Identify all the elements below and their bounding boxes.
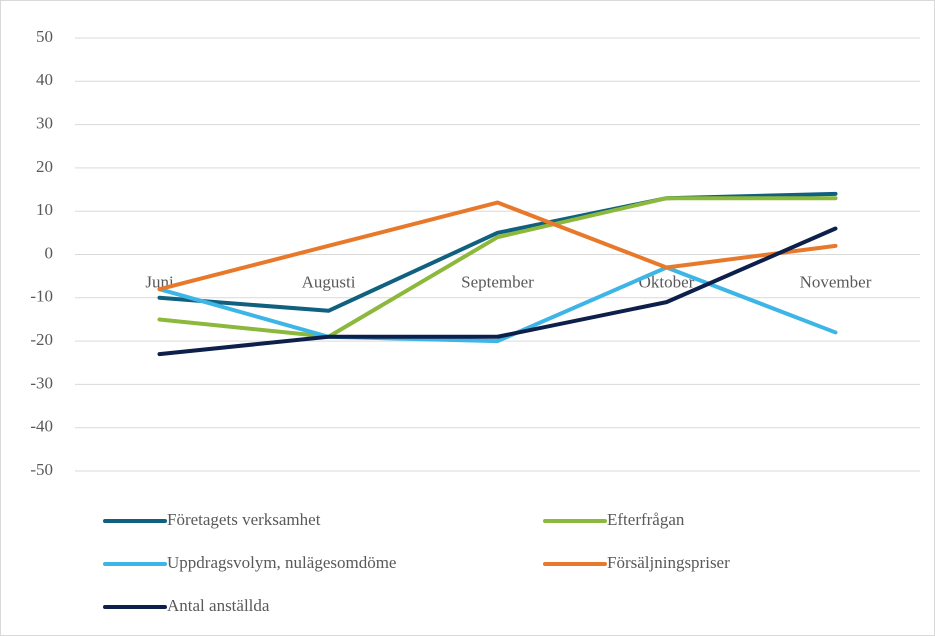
y-tick-label: -50 bbox=[30, 460, 53, 479]
y-tick-label: -40 bbox=[30, 417, 53, 436]
legend-label: Uppdragsvolym, nulägesomdöme bbox=[167, 553, 396, 572]
legend-label: Antal anställda bbox=[167, 596, 270, 615]
x-tick-label: Augusti bbox=[302, 272, 356, 291]
y-tick-label: 10 bbox=[36, 200, 53, 219]
x-tick-label: Oktober bbox=[639, 272, 695, 291]
series-line bbox=[157, 265, 838, 344]
legend-label: Efterfrågan bbox=[607, 510, 685, 529]
y-tick-label: 0 bbox=[45, 243, 54, 262]
series-line bbox=[157, 196, 838, 339]
legend-label: Försäljningspriser bbox=[607, 553, 730, 572]
x-tick-label: November bbox=[800, 272, 872, 291]
y-tick-label: 30 bbox=[36, 114, 53, 133]
y-tick-label: 20 bbox=[36, 157, 53, 176]
y-tick-label: -10 bbox=[30, 287, 53, 306]
x-tick-label: September bbox=[461, 272, 534, 291]
series-line bbox=[157, 226, 838, 357]
legend-label: Företagets verksamhet bbox=[167, 510, 321, 529]
series-line bbox=[157, 200, 838, 292]
y-tick-label: -30 bbox=[30, 373, 53, 392]
y-tick-label: -20 bbox=[30, 330, 53, 349]
y-tick-label: 40 bbox=[36, 70, 53, 89]
y-tick-label: 50 bbox=[36, 27, 53, 46]
